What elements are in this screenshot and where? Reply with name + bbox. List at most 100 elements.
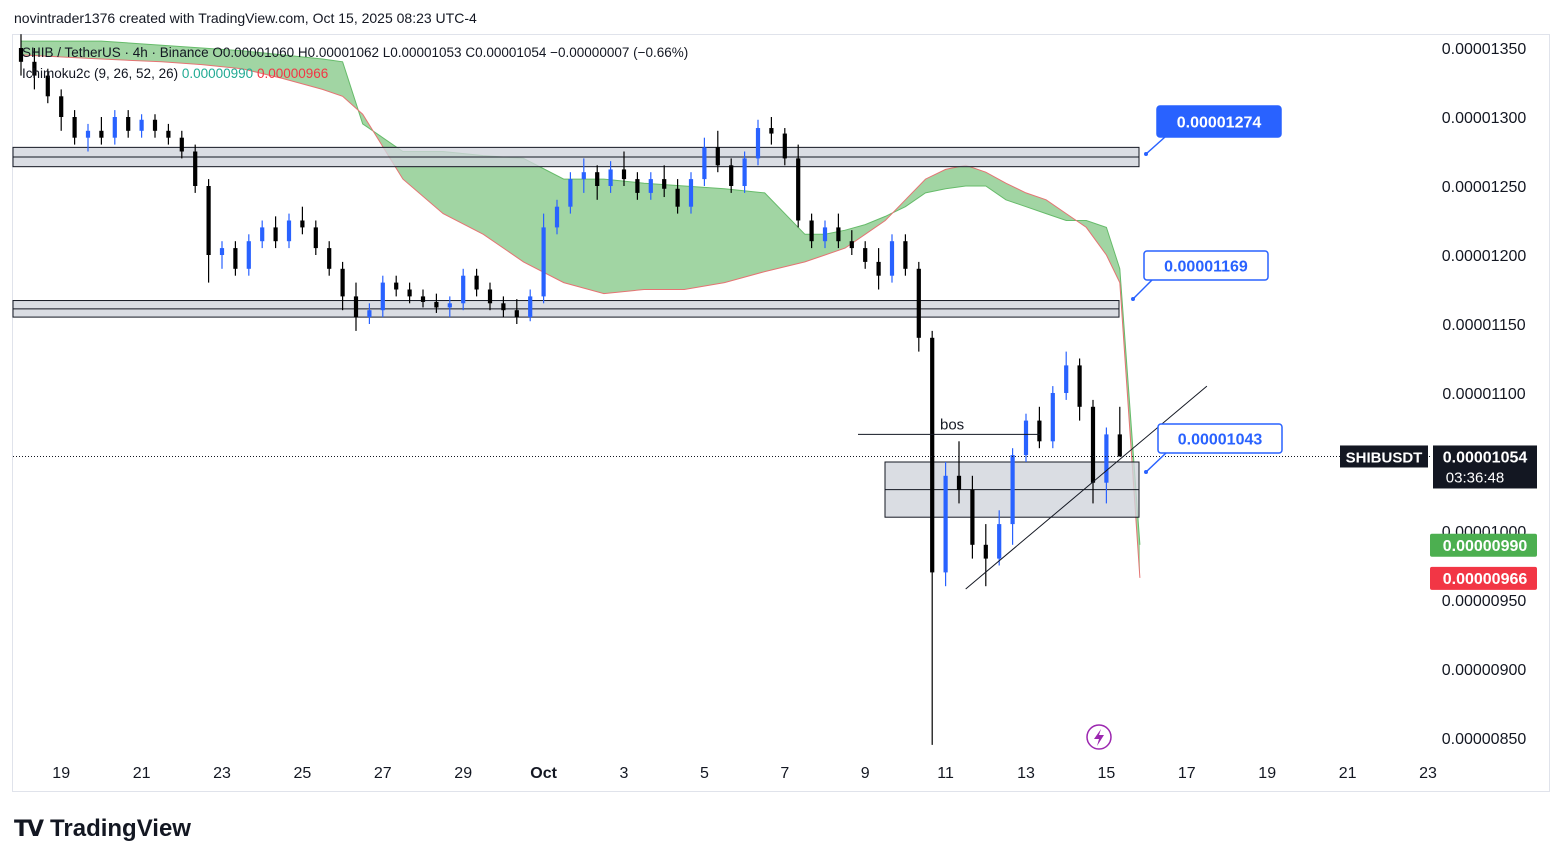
- candle-body: [1104, 434, 1109, 483]
- candle: [72, 110, 77, 145]
- candle: [1090, 399, 1096, 504]
- candle-body: [340, 268, 345, 297]
- indicator-lag-value: 0.00000966: [256, 66, 329, 81]
- candle: [595, 165, 600, 200]
- candle: [822, 220, 828, 249]
- candle: [112, 110, 117, 145]
- countdown-timer: 03:36:48: [1446, 469, 1504, 486]
- candle-body: [769, 128, 774, 134]
- tradingview-logo[interactable]: TV TradingView: [14, 815, 191, 843]
- candle: [32, 48, 37, 90]
- candle: [809, 213, 814, 249]
- candle: [742, 151, 747, 193]
- candle-body: [246, 241, 251, 269]
- indicator-legend: Ichimoku2c (9, 26, 52, 26) 0.00000990 0.…: [22, 66, 328, 81]
- candle: [461, 268, 466, 311]
- y-tick-label: 0.00001200: [1442, 248, 1527, 265]
- candle: [300, 206, 305, 235]
- candle-body: [648, 179, 653, 193]
- y-tick-label: 0.00001300: [1442, 110, 1527, 127]
- candle: [286, 213, 292, 249]
- candle: [139, 114, 144, 138]
- candle-body: [59, 96, 64, 117]
- candle: [1117, 406, 1122, 457]
- candle: [1023, 413, 1029, 462]
- candle: [796, 144, 801, 228]
- candle-body: [1050, 393, 1055, 442]
- x-tick-label: 29: [454, 765, 472, 782]
- callout-box: [1156, 105, 1282, 138]
- cloud-tag-bg: [1430, 566, 1537, 590]
- candle: [340, 261, 345, 311]
- candle: [1050, 386, 1055, 449]
- candle-body: [930, 337, 935, 573]
- tradingview-wordmark: TradingView: [50, 815, 191, 842]
- callout-dot: [1144, 470, 1148, 474]
- candle: [755, 119, 761, 166]
- candle-body: [32, 61, 37, 76]
- candle: [367, 303, 372, 324]
- callout-value: 0.00001169: [1164, 259, 1248, 276]
- candle-body: [889, 241, 895, 276]
- candle: [1037, 406, 1042, 449]
- candle: [407, 282, 412, 304]
- candle-body: [353, 296, 359, 318]
- candle-body: [970, 489, 975, 545]
- candle: [246, 234, 251, 276]
- candle: [219, 241, 225, 269]
- candle: [434, 293, 439, 313]
- candle: [729, 158, 734, 193]
- candle-body: [461, 275, 466, 304]
- callout-box: [1157, 423, 1283, 454]
- symbol-tag: SHIBUSDT: [1340, 445, 1428, 468]
- y-tick-label: 0.00001250: [1442, 179, 1527, 196]
- tradingview-logo-icon: TV: [14, 816, 44, 842]
- x-tick-label: 23: [213, 765, 231, 782]
- candle: [233, 241, 238, 276]
- symbol-tag-bg: [1340, 445, 1428, 468]
- candle: [876, 248, 881, 290]
- cloud-tag-value: 0.00000990: [1443, 538, 1528, 555]
- indicator-lead-value: 0.00000990: [181, 66, 254, 81]
- candle-body: [715, 147, 720, 166]
- candle-body: [956, 475, 962, 490]
- ichimoku-cloud: [20, 40, 1141, 578]
- callout-box: [1143, 250, 1269, 281]
- callout-pointer: [1145, 136, 1166, 155]
- candle: [836, 213, 841, 249]
- candle-body: [474, 275, 479, 290]
- candle-body: [568, 179, 573, 207]
- candle: [273, 216, 278, 249]
- x-tick-label: 21: [133, 765, 151, 782]
- drawings-layer: bos: [13, 385, 1430, 590]
- candle-body: [260, 227, 265, 242]
- candle-body: [903, 241, 908, 269]
- candle-body: [18, 48, 24, 62]
- candle: [568, 172, 573, 214]
- callout-pointer: [1132, 279, 1153, 300]
- candle-body: [876, 261, 881, 276]
- candle-body: [394, 282, 399, 290]
- y-tick-label: 0.00000900: [1442, 662, 1527, 679]
- candle: [85, 123, 91, 152]
- y-tick-label: 0.00001100: [1442, 386, 1525, 403]
- cloud-lead-tag: 0.00000990: [1430, 533, 1537, 557]
- candle-body: [126, 117, 131, 131]
- candle: [474, 268, 479, 297]
- callout-pointer: [1145, 452, 1167, 473]
- candle-body: [916, 268, 921, 338]
- candle-body: [219, 248, 225, 255]
- candle-body: [501, 303, 506, 311]
- candle: [514, 299, 519, 324]
- candle-body: [836, 227, 841, 242]
- cloud-tag-bg: [1430, 533, 1537, 557]
- candle-body: [983, 544, 988, 559]
- candle: [99, 117, 104, 145]
- candle: [45, 68, 50, 104]
- candle: [863, 241, 868, 269]
- last-price-tag: 0.00001054 03:36:48: [1433, 445, 1537, 489]
- x-tick-label: 13: [1017, 765, 1035, 782]
- y-tick-label: 0.00000950: [1442, 593, 1527, 610]
- cloud-tag-value: 0.00000966: [1443, 571, 1528, 588]
